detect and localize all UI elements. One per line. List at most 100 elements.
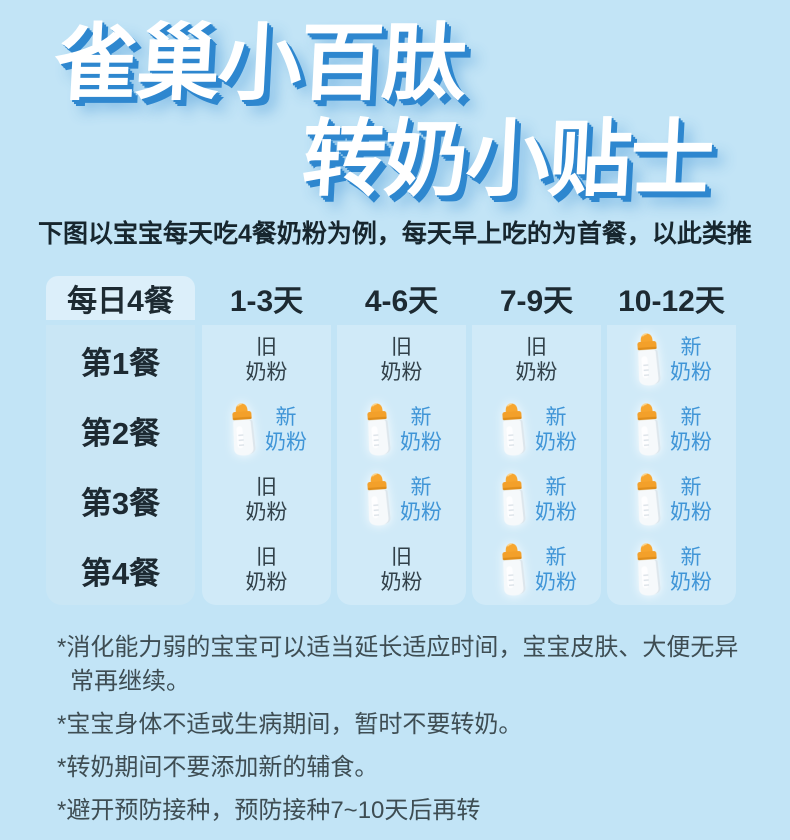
old-formula-label: 旧奶粉 [246,335,288,385]
row-header-label: 第2餐 [80,415,161,451]
formula-transition-table: 每日4餐 1-3天 4-6天 7-9天 10-12天 第1餐 第2餐 第3餐 第4餐 旧奶粉… [46,276,742,605]
old-formula-cell: 旧奶粉 [337,325,466,395]
note-item: *宝宝身体不适或生病期间，暂时不要转奶。 [57,711,523,738]
old-formula-cell: 旧奶粉 [337,535,466,605]
row-header-label: 第3餐 [80,485,161,521]
page-title: 雀巢小百肽 转奶小贴士 [0,0,790,208]
subtitle: 下图以宝宝每天吃4餐奶粉为例，每天早上吃的为首餐，以此类推 [38,220,752,248]
old-formula-label: 旧奶粉 [381,335,423,385]
title-line-2: 转奶小贴士 [299,112,715,206]
baby-bottle-icon [232,403,256,456]
new-formula-label: 新奶粉 [265,405,307,455]
formula-label-line2: 奶粉 [535,431,577,454]
new-formula-label: 新奶粉 [400,405,442,455]
formula-label-line2: 奶粉 [245,501,288,524]
new-formula-label: 新奶粉 [535,545,577,595]
old-formula-cell: 旧奶粉 [202,325,331,395]
formula-label-line2: 奶粉 [670,571,712,594]
row-header-label: 第1餐 [80,345,161,381]
formula-label-line2: 奶粉 [400,501,442,524]
row-header-cell: 第3餐 [46,465,195,535]
formula-label-line2: 奶粉 [670,501,712,524]
baby-bottle-icon [637,333,661,386]
baby-bottle-icon [367,403,391,456]
new-formula-cell: 新奶粉 [337,395,466,465]
formula-label-line2: 奶粉 [535,501,577,524]
column-header-3: 7-9天 [499,285,574,318]
baby-bottle-icon [502,403,526,456]
baby-bottle-icon [637,403,661,456]
column-header-1: 1-3天 [229,285,304,318]
new-formula-cell: 新奶粉 [472,465,601,535]
new-formula-cell: 新奶粉 [472,395,601,465]
title-line-1: 雀巢小百肽 [51,16,467,110]
formula-label-line1: 新 [545,476,567,499]
formula-label-line1: 旧 [391,336,412,359]
new-formula-label: 新奶粉 [670,475,712,525]
formula-label-line1: 旧 [391,546,412,569]
formula-label-line1: 旧 [256,546,277,569]
formula-label-line2: 奶粉 [265,431,307,454]
formula-label-line1: 新 [545,406,567,429]
formula-label-line2: 奶粉 [400,431,442,454]
table-body: 第1餐 第2餐 第3餐 第4餐 旧奶粉新奶粉旧奶粉旧奶粉旧奶粉新奶粉新奶粉旧奶粉旧奶粉… [46,325,742,605]
new-formula-cell: 新奶粉 [607,535,736,605]
old-formula-cell: 旧奶粉 [202,535,331,605]
formula-label-line2: 奶粉 [515,361,558,384]
formula-label-line1: 旧 [256,476,277,499]
data-column-2: 旧奶粉新奶粉新奶粉旧奶粉 [337,325,466,605]
footnotes: *消化能力弱的宝宝可以适当延长适应时间，宝宝皮肤、大便无异常再继续。 *宝宝身体不… [57,631,739,828]
formula-label-line1: 新 [680,336,702,359]
baby-bottle-icon [637,473,661,526]
new-formula-cell: 新奶粉 [202,395,331,465]
baby-bottle-icon [502,473,526,526]
new-formula-cell: 新奶粉 [472,535,601,605]
old-formula-label: 旧奶粉 [516,335,558,385]
formula-label-line2: 奶粉 [380,361,423,384]
row-header-cell: 第2餐 [46,395,195,465]
formula-label-line2: 奶粉 [245,361,288,384]
old-formula-label: 旧奶粉 [246,475,288,525]
formula-label-line1: 新 [410,406,432,429]
formula-label-line1: 新 [680,476,702,499]
data-column-3: 旧奶粉新奶粉新奶粉新奶粉 [472,325,601,605]
data-column-4: 新奶粉新奶粉新奶粉新奶粉 [607,325,736,605]
formula-label-line1: 新 [275,406,297,429]
new-formula-label: 新奶粉 [670,335,712,385]
baby-bottle-icon [367,473,391,526]
row-header-cell: 第1餐 [46,325,195,395]
column-header-4: 10-12天 [618,285,725,318]
old-formula-cell: 旧奶粉 [472,325,601,395]
new-formula-cell: 新奶粉 [607,395,736,465]
column-header-2: 4-6天 [364,285,439,318]
note-item: *避开预防接种，预防接种7~10天后再转 [57,797,481,824]
old-formula-cell: 旧奶粉 [202,465,331,535]
formula-label-line2: 奶粉 [670,431,712,454]
new-formula-label: 新奶粉 [400,475,442,525]
new-formula-cell: 新奶粉 [337,465,466,535]
formula-label-line1: 旧 [256,336,277,359]
formula-label-line2: 奶粉 [245,571,288,594]
baby-bottle-icon [502,543,526,596]
note-item: *转奶期间不要添加新的辅食。 [57,754,379,781]
data-column-1: 旧奶粉新奶粉旧奶粉旧奶粉 [202,325,331,605]
row-header-cell: 第4餐 [46,535,195,605]
formula-label-line1: 新 [410,476,432,499]
baby-bottle-icon [637,543,661,596]
formula-label-line1: 新 [680,546,702,569]
new-formula-label: 新奶粉 [670,545,712,595]
new-formula-cell: 新奶粉 [607,325,736,395]
formula-label-line2: 奶粉 [380,571,423,594]
new-formula-label: 新奶粉 [670,405,712,455]
corner-header-cell: 每日4餐 [46,276,195,320]
old-formula-label: 旧奶粉 [381,545,423,595]
formula-label-line1: 新 [680,406,702,429]
table-header-row: 每日4餐 1-3天 4-6天 7-9天 10-12天 [46,276,742,320]
row-label-column: 第1餐第2餐第3餐第4餐 [46,325,195,605]
new-formula-label: 新奶粉 [535,475,577,525]
formula-label-line2: 奶粉 [670,361,712,384]
note-item: *消化能力弱的宝宝可以适当延长适应时间，宝宝皮肤、大便无异常再继续。 [57,634,739,695]
formula-label-line2: 奶粉 [535,571,577,594]
formula-label-line1: 新 [545,546,567,569]
